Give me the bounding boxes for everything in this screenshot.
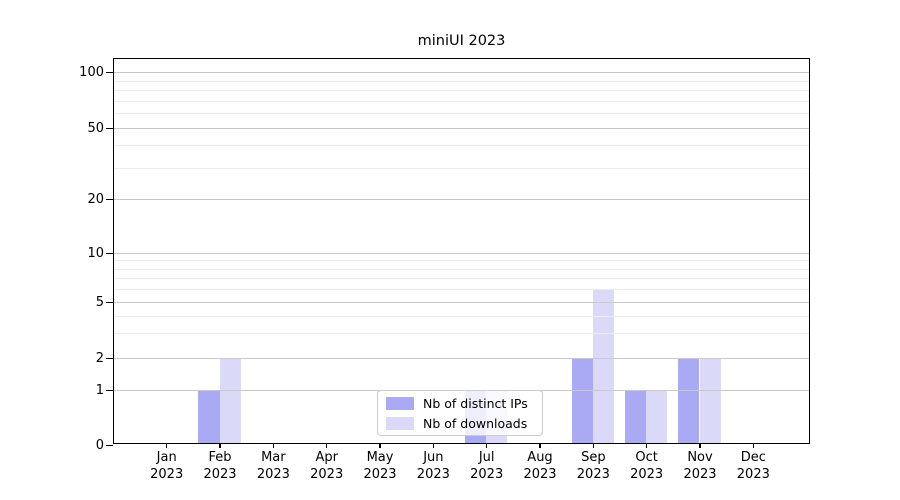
bar-distinct-ips: [571, 358, 593, 443]
gridline-major: [114, 72, 809, 73]
x-tick: [645, 444, 648, 448]
x-tick: [325, 444, 328, 448]
chart-title: miniUI 2023: [417, 33, 506, 49]
y-tick: [106, 357, 113, 360]
gridline-minor: [114, 278, 809, 280]
bar-distinct-ips: [678, 358, 700, 443]
x-tick-label: Dec 2023: [736, 450, 770, 482]
y-tick: [106, 389, 113, 392]
legend: Nb of distinct IPs Nb of downloads: [377, 390, 543, 436]
gridline-minor: [114, 315, 809, 317]
x-tick: [752, 444, 755, 448]
bar-distinct-ips: [198, 390, 220, 443]
x-tick-label: Oct 2023: [630, 450, 664, 482]
legend-label-downloads: Nb of downloads: [423, 415, 528, 431]
x-tick-label: Aug 2023: [523, 450, 557, 482]
bar-downloads: [646, 390, 668, 443]
y-tick-label: 0: [95, 437, 104, 453]
gridline-major: [114, 199, 809, 200]
x-tick: [485, 444, 488, 448]
y-tick-label: 2: [95, 350, 104, 366]
x-tick-label: Jan 2023: [150, 450, 184, 482]
legend-item-distinct-ips: Nb of distinct IPs: [386, 396, 534, 411]
gridline-major: [114, 302, 809, 303]
y-tick-label: 5: [95, 294, 104, 310]
y-tick-label: 100: [79, 64, 104, 80]
gridline-minor: [114, 268, 809, 270]
legend-label-distinct-ips: Nb of distinct IPs: [423, 395, 528, 411]
y-tick-label: 20: [87, 191, 104, 207]
y-tick-label: 50: [87, 120, 104, 136]
gridline-minor: [114, 80, 809, 82]
gridline-minor: [114, 333, 809, 335]
gridline-minor: [114, 113, 809, 115]
x-tick-label: Nov 2023: [683, 450, 717, 482]
y-tick: [106, 252, 113, 255]
x-tick-label: Jun 2023: [416, 450, 450, 482]
x-tick: [699, 444, 701, 448]
y-tick: [106, 301, 113, 304]
x-tick: [219, 444, 221, 448]
y-tick: [106, 198, 113, 201]
x-tick-label: Jul 2023: [470, 450, 504, 482]
y-tick: [106, 71, 113, 74]
bar-downloads: [699, 358, 721, 443]
x-tick: [592, 444, 595, 448]
bar-downloads: [219, 358, 241, 443]
x-tick: [432, 444, 435, 448]
gridline-major: [114, 128, 809, 129]
gridline-minor: [114, 100, 809, 102]
gridline-minor: [114, 289, 809, 291]
gridline-major: [114, 253, 809, 254]
bar-distinct-ips: [624, 390, 647, 443]
y-tick: [106, 444, 113, 447]
x-tick-label: Mar 2023: [256, 450, 290, 482]
x-tick-label: Feb 2023: [203, 450, 237, 482]
legend-swatch-distinct-ips: [386, 396, 414, 410]
x-tick-label: Sep 2023: [576, 450, 610, 482]
y-tick-label: 10: [87, 245, 104, 261]
gridline-minor: [114, 260, 809, 262]
gridline-minor: [114, 145, 809, 147]
x-tick-label: May 2023: [363, 450, 397, 482]
y-tick: [106, 127, 113, 130]
bar-downloads: [592, 289, 615, 443]
gridline-minor: [114, 167, 809, 169]
x-tick: [539, 444, 541, 448]
x-tick: [165, 444, 168, 448]
x-tick-label: Apr 2023: [310, 450, 344, 482]
plot-area: Nb of distinct IPs Nb of downloads: [113, 58, 810, 444]
y-tick-label: 1: [95, 382, 104, 398]
x-tick: [379, 444, 381, 448]
legend-swatch-downloads: [386, 416, 414, 430]
legend-item-downloads: Nb of downloads: [386, 416, 534, 431]
gridline-minor: [114, 90, 809, 92]
gridline-major: [114, 358, 809, 359]
x-tick: [272, 444, 275, 448]
